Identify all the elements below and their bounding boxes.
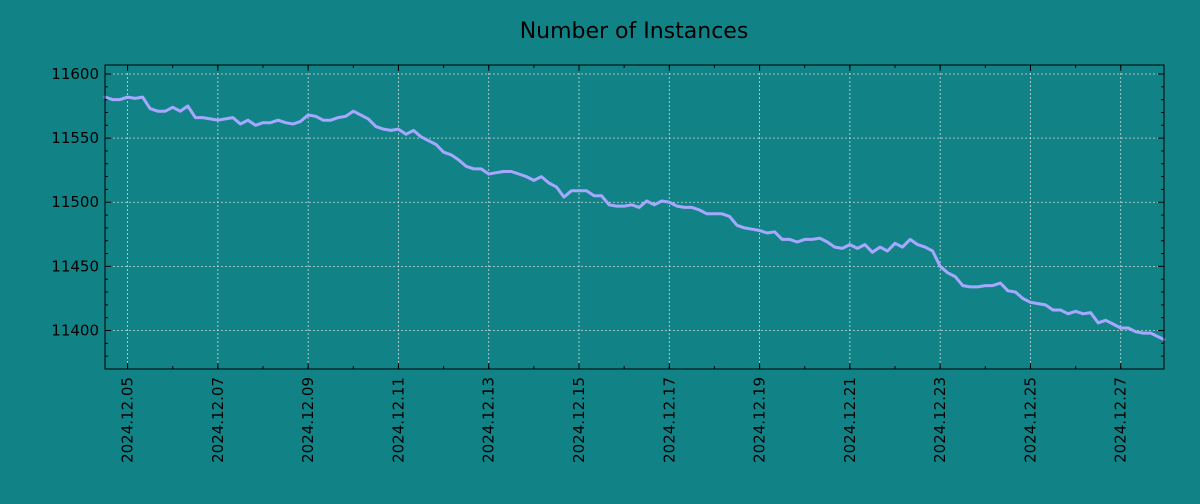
x-tick-label: 2024.12.05 [119,377,137,463]
grid [105,65,1164,369]
x-tick-label: 2024.12.19 [751,377,769,463]
chart-title: Number of Instances [520,19,749,44]
axis-ticks [105,65,1164,370]
series-line-0 [103,95,1166,341]
x-tick-label: 2024.12.15 [570,377,588,463]
x-axis-tick-labels: 2024.12.05 2024.12.07 2024.12.09 2024.12.11… [119,377,1130,463]
y-axis-tick-labels: 11400 11450 11500 11550 11600 [51,65,99,340]
x-tick-label: 2024.12.21 [841,377,859,463]
x-tick-label: 2024.12.13 [480,377,498,463]
x-tick-label: 2024.12.11 [389,377,407,463]
series-layer [103,95,1166,341]
y-tick-label: 11550 [51,129,99,147]
x-tick-label: 2024.12.09 [299,377,317,463]
x-tick-label: 2024.12.23 [931,377,949,463]
plot-area-frame [104,64,1165,370]
y-tick-label: 11500 [51,193,99,211]
y-tick-label: 11400 [51,322,99,340]
x-tick-label: 2024.12.17 [660,377,678,463]
y-tick-label: 11450 [51,257,99,275]
y-tick-label: 11600 [51,65,99,83]
x-tick-label: 2024.12.07 [209,377,227,463]
x-tick-label: 2024.12.25 [1021,377,1039,463]
x-tick-label: 2024.12.27 [1112,377,1130,463]
